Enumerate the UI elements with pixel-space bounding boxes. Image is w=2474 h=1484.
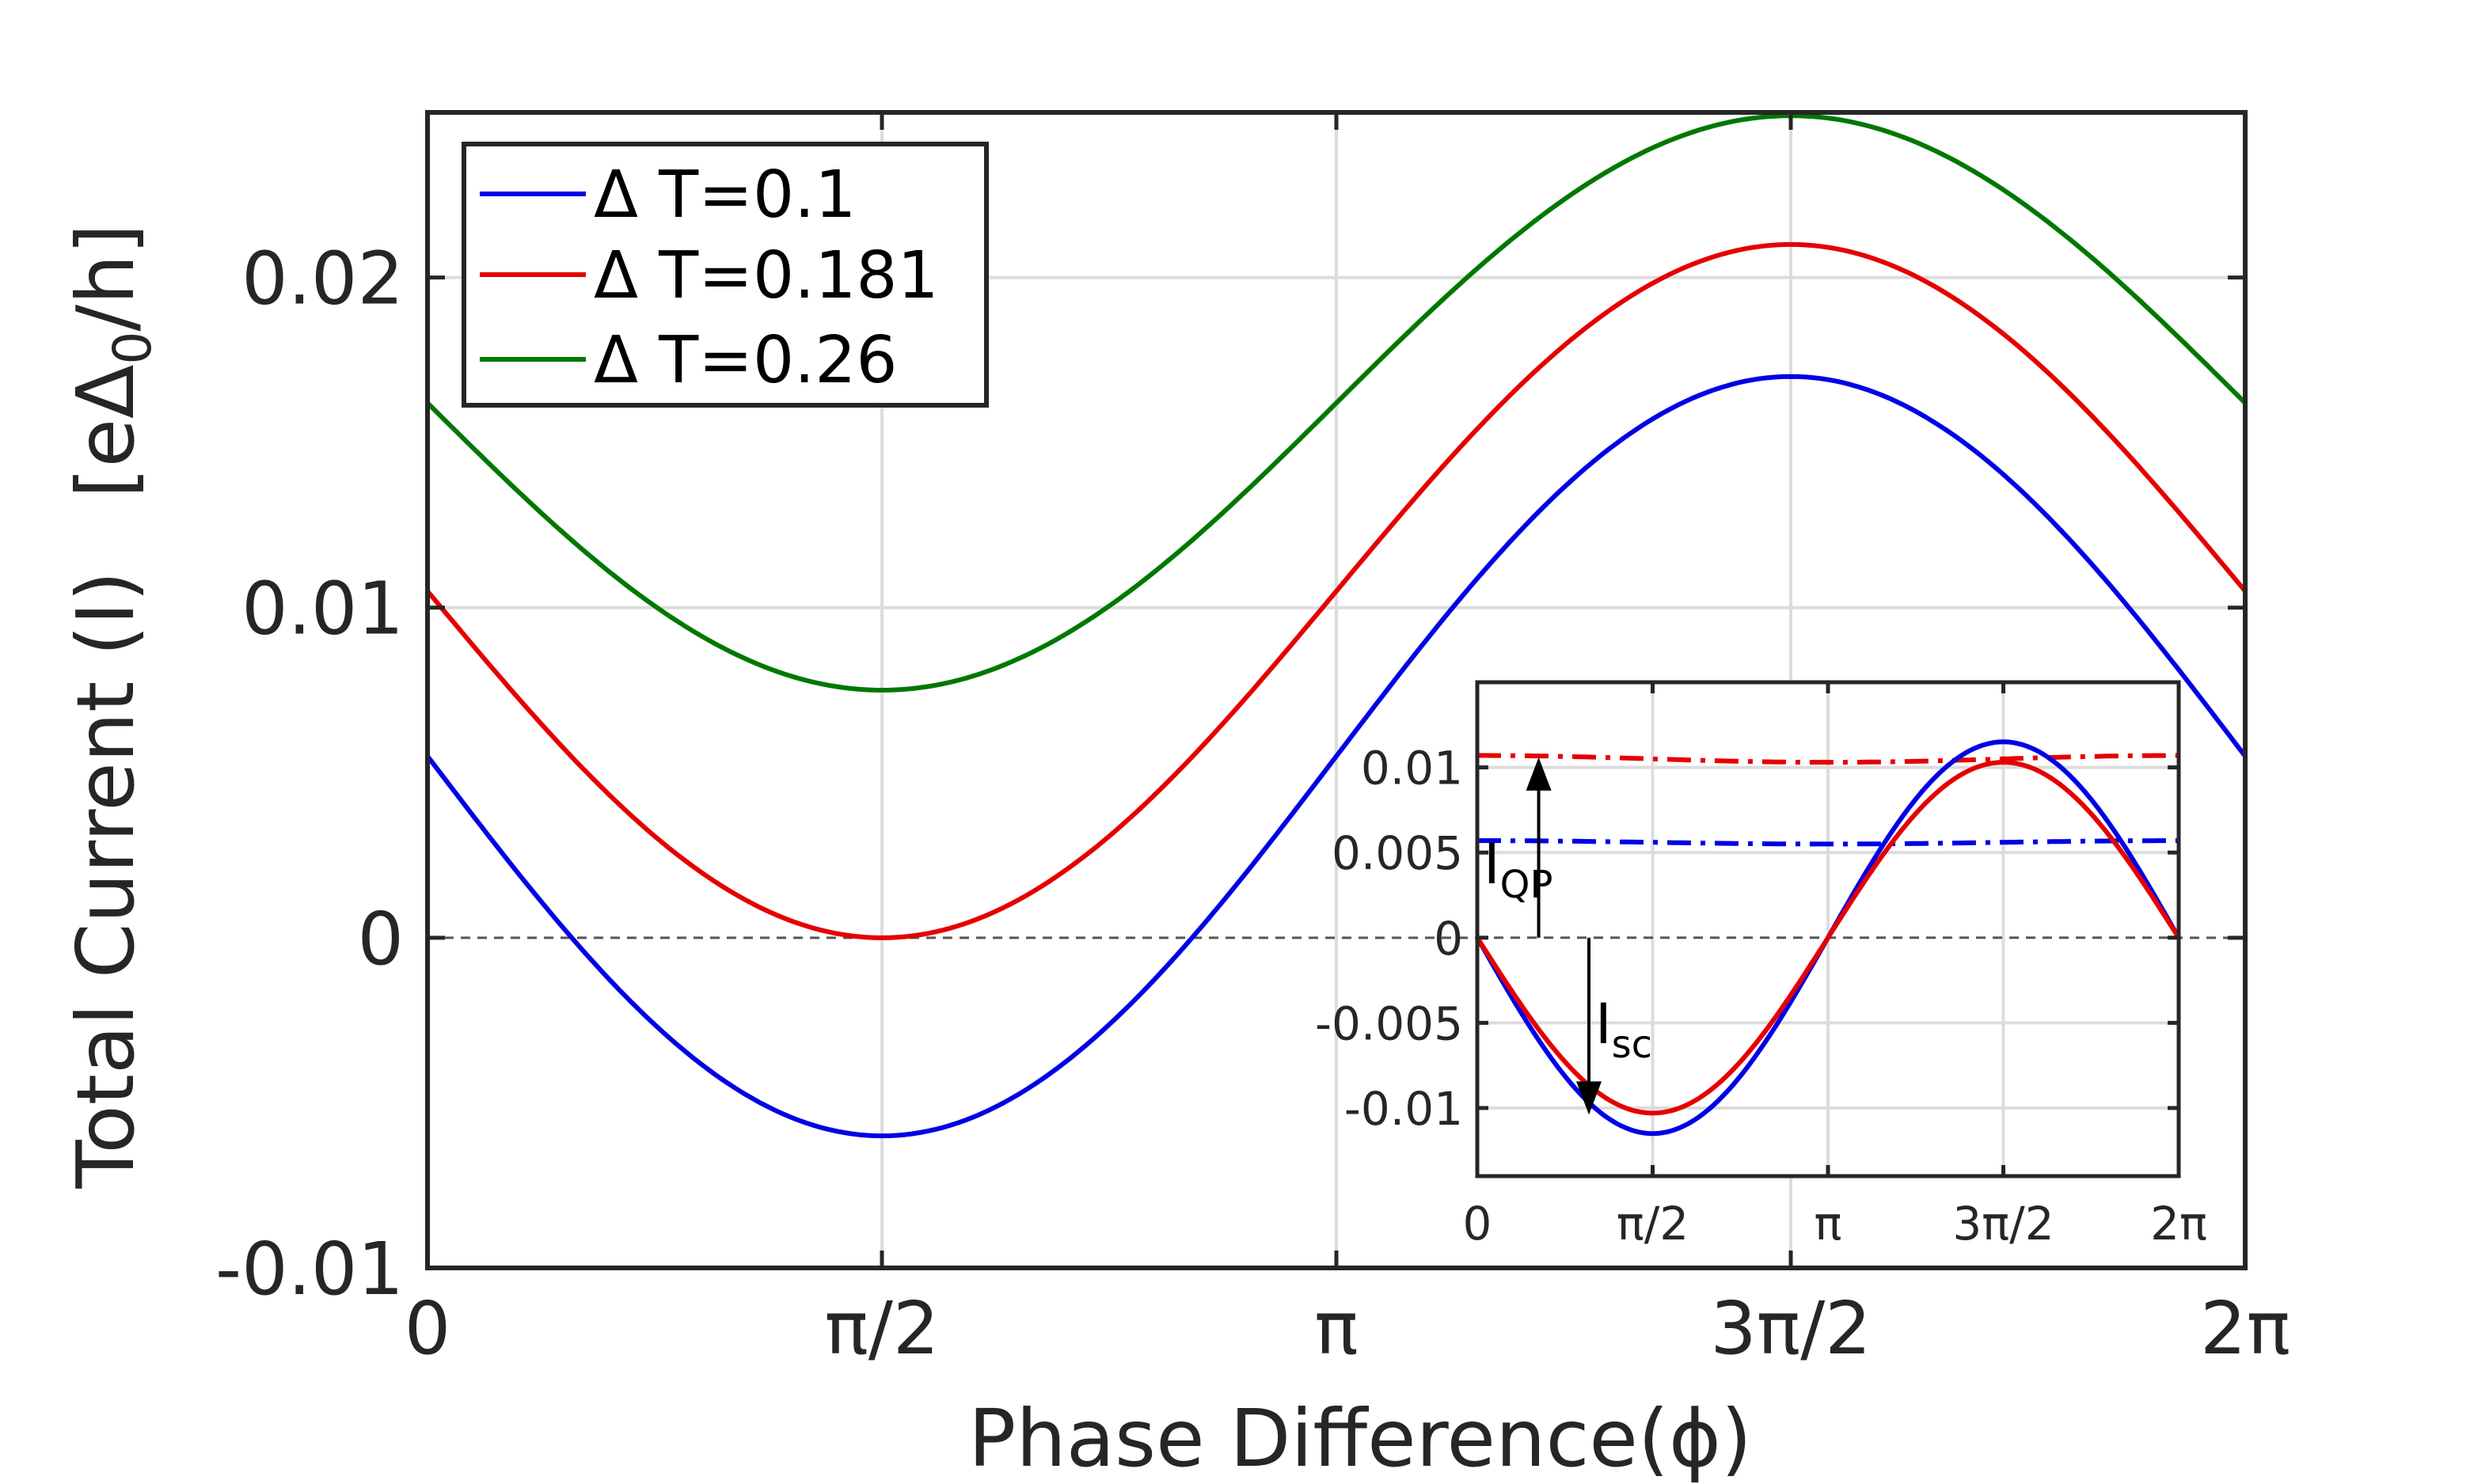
svg-text:Total Current (I) [eΔ0/h: Total Current (I) [eΔ0/h] [59,223,163,1189]
inset-series-line-1 [1477,838,2179,847]
inset-y-tick-label: 0.01 [1361,742,1463,795]
legend-label-t026: Δ T=0.26 [594,323,898,398]
main-x-tick-label: 3π/2 [1710,1286,1871,1371]
inset-y-tick-label: 0 [1434,912,1463,966]
main-x-tick-label: π/2 [825,1286,940,1371]
main-series-line-2 [425,113,2248,693]
main-y-tick-label: -0.01 [215,1227,404,1311]
inset-y-tick-label: 0.005 [1332,826,1463,880]
y-axis-label: Total Current (I) [eΔ0/h] [59,223,163,1189]
qp-arrowhead [1526,757,1552,791]
inset-y-tick-label: -0.005 [1315,996,1463,1050]
main-ticks [425,112,2248,1270]
main-series-line-0 [425,374,2248,1139]
legend-label-t0181: Δ T=0.181 [594,238,939,313]
y-axis-label-units-tail: /h] [59,223,152,331]
sc-annotation: Isc [1595,992,1652,1067]
main-y-tick-label: 0.01 [241,567,404,651]
main-y-tick-label: 0.02 [241,237,404,321]
inset-y-tick-label: -0.01 [1344,1082,1463,1136]
y-axis-label-units-sub: 0 [102,332,163,365]
sc-arrowhead [1576,1081,1602,1115]
main-y-tick-label: 0 [357,897,404,981]
legend: Δ T=0.1 Δ T=0.181 Δ T=0.26 [462,142,989,408]
inset-series-line-0 [1477,753,2179,765]
main-series-group [425,113,2248,1139]
main-x-tick-label: 2π [2200,1286,2290,1371]
inset-x-tick-label: 3π/2 [1952,1197,2054,1251]
inset-x-tick-label: 2π [2150,1197,2207,1251]
inset-plot-frame [1475,680,2181,1178]
inset-annotations: IQP Isc [1484,757,1652,1115]
inset-x-tick-label: π/2 [1617,1197,1689,1251]
inset-x-tick-label: 0 [1463,1197,1492,1251]
qp-annotation: IQP [1484,832,1552,907]
main-x-tick-label: 0 [405,1286,451,1371]
y-axis-label-units: [eΔ [59,365,152,499]
y-axis-label-main: Total Current (I) [59,571,152,1189]
inset-x-tick-label: π [1815,1197,1842,1251]
legend-label-t01: Δ T=0.1 [594,158,856,233]
main-x-tick-label: π [1314,1286,1358,1371]
x-axis-label: Phase Difference(ϕ) [968,1392,1752,1484]
main-series-line-1 [425,241,2248,940]
inset-tick-labels: 0 π/2 π 3π/2 2π -0.01 -0.005 0 0.005 0.01 [1315,742,2207,1251]
